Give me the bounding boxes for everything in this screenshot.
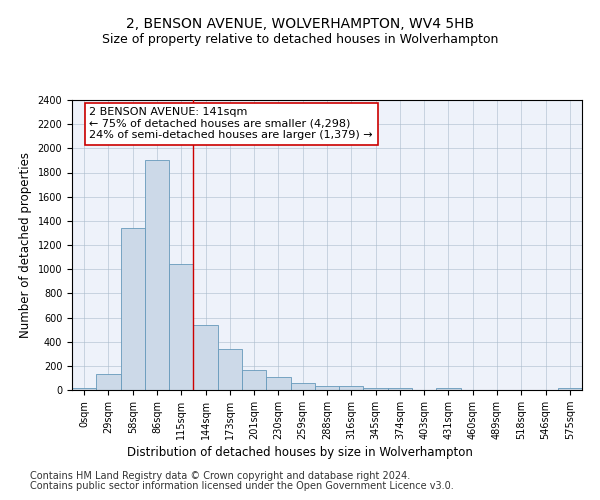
Text: 2 BENSON AVENUE: 141sqm
← 75% of detached houses are smaller (4,298)
24% of semi: 2 BENSON AVENUE: 141sqm ← 75% of detache…	[89, 108, 373, 140]
Text: Distribution of detached houses by size in Wolverhampton: Distribution of detached houses by size …	[127, 446, 473, 459]
Bar	[121, 228, 145, 390]
Bar	[218, 349, 242, 390]
Bar	[266, 378, 290, 390]
Bar	[315, 386, 339, 390]
Bar	[96, 374, 121, 390]
Text: Contains HM Land Registry data © Crown copyright and database right 2024.: Contains HM Land Registry data © Crown c…	[30, 471, 410, 481]
Text: Contains public sector information licensed under the Open Government Licence v3: Contains public sector information licen…	[30, 481, 454, 491]
Bar	[145, 160, 169, 390]
Bar	[364, 388, 388, 390]
Bar	[242, 370, 266, 390]
Bar	[388, 388, 412, 390]
Bar	[436, 388, 461, 390]
Bar	[193, 325, 218, 390]
Bar	[558, 388, 582, 390]
Text: Size of property relative to detached houses in Wolverhampton: Size of property relative to detached ho…	[102, 32, 498, 46]
Bar	[339, 386, 364, 390]
Bar	[169, 264, 193, 390]
Bar	[72, 388, 96, 390]
Text: 2, BENSON AVENUE, WOLVERHAMPTON, WV4 5HB: 2, BENSON AVENUE, WOLVERHAMPTON, WV4 5HB	[126, 18, 474, 32]
Y-axis label: Number of detached properties: Number of detached properties	[19, 152, 32, 338]
Bar	[290, 384, 315, 390]
